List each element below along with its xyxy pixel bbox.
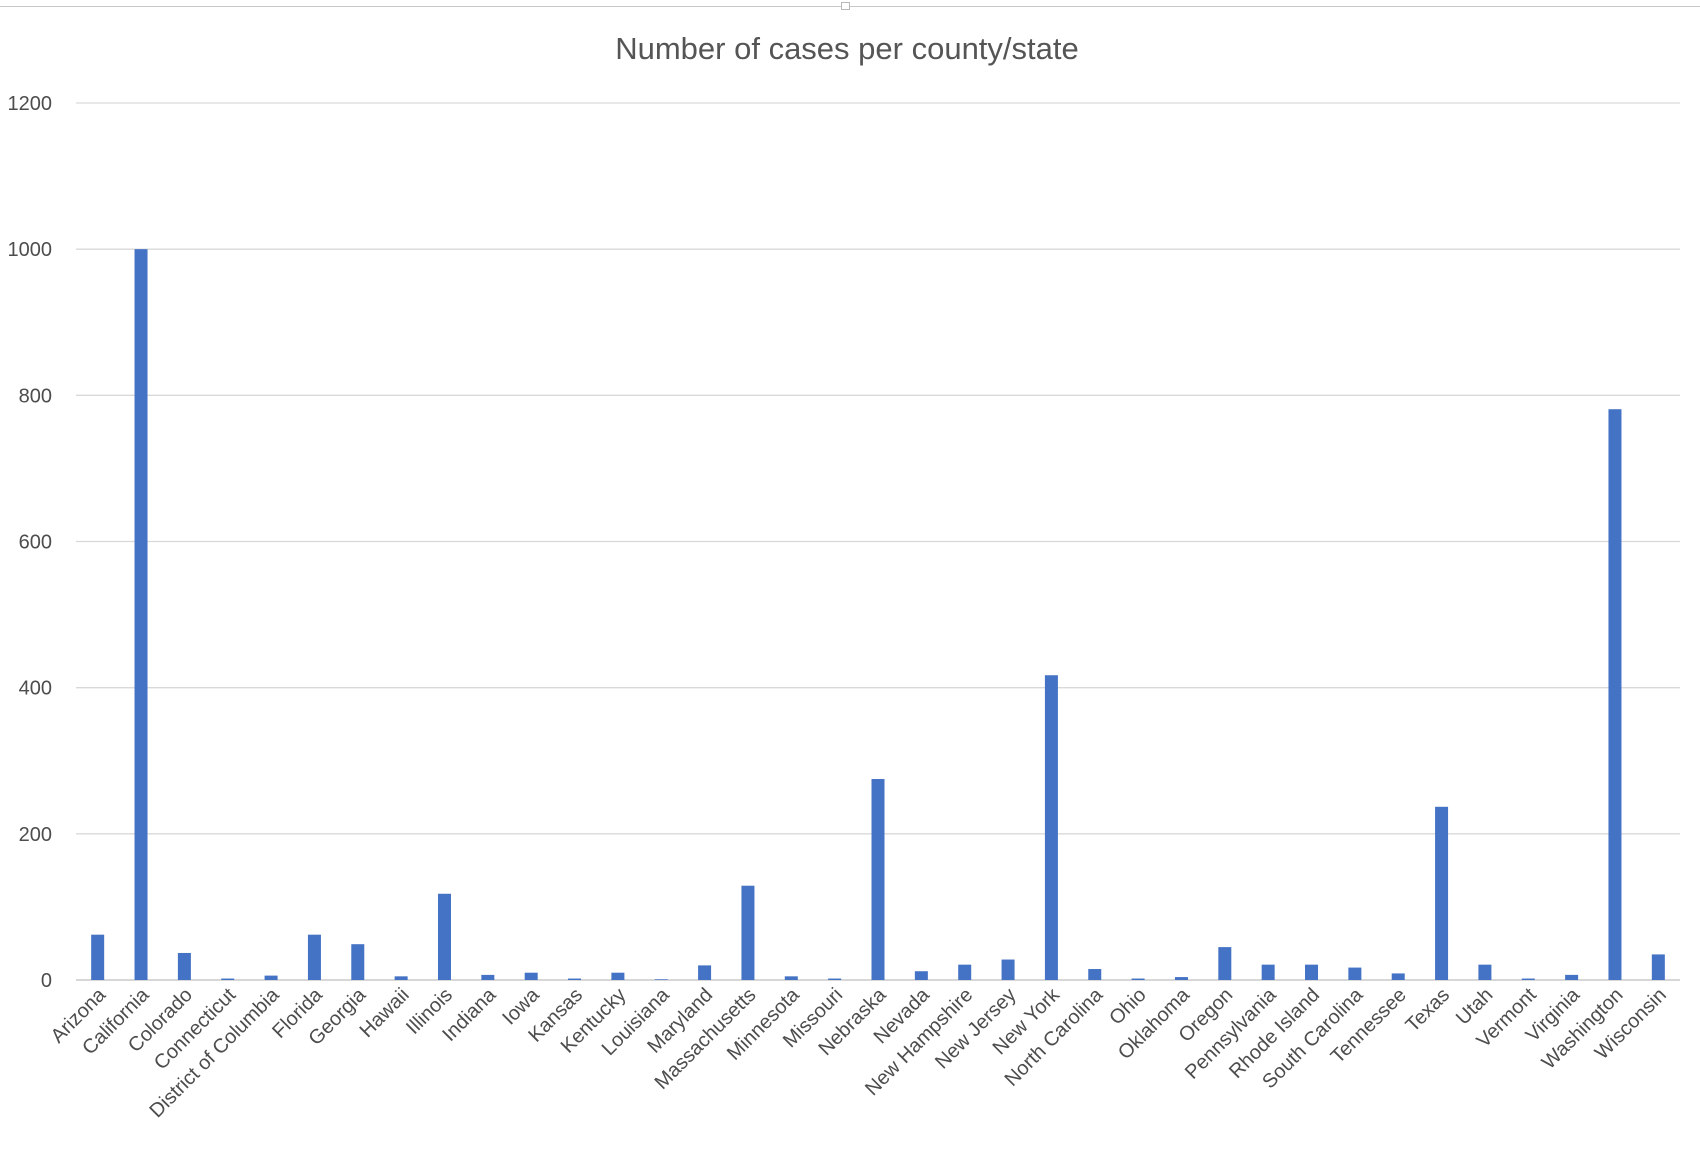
bar (871, 779, 885, 980)
bar (437, 893, 451, 980)
y-tick-label: 1000 (8, 239, 53, 261)
bar (177, 952, 191, 980)
bar (568, 978, 582, 980)
bar (134, 249, 148, 980)
bar (221, 978, 235, 980)
x-category-label: Texas (1402, 984, 1455, 1037)
y-tick-label: 600 (19, 532, 52, 554)
bar (698, 965, 712, 980)
y-axis-tick-labels: 0 200 400 600 800 1000 1200 (8, 93, 53, 992)
y-tick-label: 0 (41, 970, 52, 992)
bar (1521, 978, 1535, 980)
bar (828, 978, 842, 980)
bar (351, 944, 365, 980)
bar (1435, 806, 1449, 980)
bar (1651, 954, 1665, 980)
bar (264, 975, 278, 980)
bar (741, 885, 755, 980)
y-tick-label: 200 (19, 824, 52, 846)
gridlines (76, 102, 1680, 981)
chart-frame-top-border (0, 6, 1700, 7)
bar (1565, 974, 1579, 980)
y-tick-label: 400 (19, 678, 52, 700)
resize-handle[interactable] (841, 2, 850, 10)
bar (1131, 978, 1145, 980)
bar (1044, 675, 1058, 980)
bar (91, 934, 105, 980)
chart-title: Number of cases per county/state (615, 31, 1079, 66)
bar (1261, 964, 1275, 980)
bar (1174, 977, 1188, 980)
bar (394, 976, 408, 980)
bar (611, 972, 625, 980)
bar (1218, 947, 1232, 980)
bar (1478, 964, 1492, 980)
bar (1348, 967, 1362, 980)
bar (481, 974, 495, 980)
bar (1608, 409, 1622, 980)
bar (958, 964, 972, 980)
bar (1305, 964, 1319, 980)
y-tick-label: 1200 (8, 93, 53, 115)
bars (91, 249, 1665, 980)
bar (784, 976, 798, 980)
x-axis-category-labels: ArizonaCaliforniaColoradoConnecticutDist… (47, 983, 1671, 1122)
bar (1391, 973, 1405, 980)
bar (1088, 969, 1102, 980)
bar (524, 972, 538, 980)
bar (654, 979, 668, 980)
bar (1001, 959, 1015, 980)
bar (307, 934, 321, 980)
bar (914, 971, 928, 980)
x-category-label: Hawaii (356, 984, 414, 1042)
y-tick-label: 800 (19, 385, 52, 407)
